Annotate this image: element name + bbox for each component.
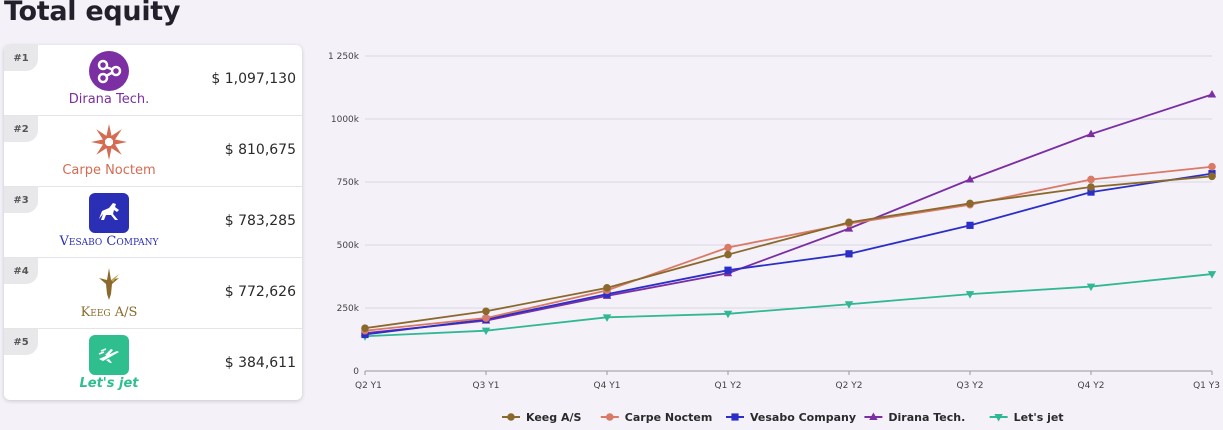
company-logo: Dirana Tech. [34,51,184,113]
data-point [966,199,974,208]
equity-value: $ 384,611 [224,355,296,371]
data-point [1208,172,1216,181]
rank-badge: #1 [4,45,38,71]
ranking-row[interactable]: #3 Vesabo Company $ 783,285 [4,187,302,258]
y-tick-label: 1 250k [328,52,360,62]
sunburst-icon [91,124,127,160]
hummingbird-icon [99,268,119,300]
chart-svg: 0 250k 500k 750k 1000k 1 250k Q2 Y1 Q3 Y1 Q4 Y1 Q… [328,52,1220,424]
x-tick-label: Q1 Y3 [1193,381,1220,391]
data-point [1208,162,1216,171]
rank-badge: #5 [4,329,38,355]
equity-value: $ 783,285 [224,213,296,229]
company-name: Keeg A/S [80,305,138,320]
data-point [481,327,491,336]
data-point [1087,183,1095,191]
legend-label: Keeg A/S [526,411,581,424]
series-line [364,172,1213,336]
data-point [482,307,490,316]
y-tick-label: 0 [353,367,359,377]
series-line [364,93,1213,335]
x-tick-label: Q1 Y2 [715,381,742,391]
equity-value: $ 1,097,130 [211,71,296,87]
data-point [724,250,732,259]
y-tick-label: 750k [337,178,360,188]
data-point [1207,271,1217,279]
data-point [844,301,854,309]
ranking-row[interactable]: #5 Let's jet $ 384,611 [4,329,302,400]
x-tick-label: Q2 Y2 [836,381,863,391]
ranking-row[interactable]: #2 Carpe Noctem $ 810,675 [4,116,302,187]
legend-marker [507,413,515,421]
data-point [724,266,732,274]
jet-icon [89,335,129,375]
x-tick-label: Q4 Y2 [1078,381,1105,391]
series-line [364,165,1213,332]
data-point [1207,90,1217,98]
data-point [603,284,611,292]
data-point [845,218,853,227]
company-logo: Let's jet [34,335,184,397]
legend-label: Vesabo Company [750,411,856,424]
data-point [1087,188,1095,196]
data-point [723,310,733,319]
rank-badge: #2 [4,116,38,142]
x-tick-label: Q3 Y2 [957,381,984,391]
horse-icon [89,193,129,233]
data-point [482,314,490,322]
series-line [364,175,1213,330]
company-logo: Keeg A/S [34,264,184,326]
nodes-icon [89,51,129,91]
ranking-row[interactable]: #4 Keeg A/S $ 772,626 [4,258,302,329]
data-point [844,224,854,232]
company-name: Let's jet [79,376,139,391]
x-tick-label: Q3 Y1 [473,381,500,391]
legend-label: Carpe Noctem [625,411,713,424]
data-point [1086,129,1096,138]
ranking-card: #1 Dirana Tech. $ 1,097,130 #2 [4,45,302,400]
y-tick-label: 250k [337,304,360,314]
company-name: Vesabo Company [59,234,159,249]
legend-marker [869,412,878,420]
data-point [845,250,853,258]
equity-value: $ 810,675 [224,142,296,158]
company-logo: Carpe Noctem [34,122,184,184]
company-name: Carpe Noctem [62,163,156,178]
legend-marker [994,414,1003,422]
x-tick-label: Q4 Y1 [594,381,621,391]
y-tick-label: 500k [337,241,360,251]
equity-line-chart: 0 250k 500k 750k 1000k 1 250k Q2 Y1 Q3 Y1 Q4 Y1 Q… [310,40,1223,430]
legend-label: Let's jet [1014,411,1064,424]
legend-label: Dirana Tech. [888,411,965,424]
rank-badge: #4 [4,258,38,284]
page-title: Total equity [4,0,181,27]
legend-marker [606,413,614,421]
x-tick-label: Q2 Y1 [355,381,382,391]
y-tick-label: 1000k [331,115,360,125]
data-point [361,324,369,332]
company-name: Dirana Tech. [68,92,150,107]
data-point [724,243,732,252]
equity-value: $ 772,626 [224,284,296,300]
data-point [602,314,612,322]
legend-marker [731,413,739,421]
data-point [965,174,975,183]
data-point [1086,283,1096,292]
rank-badge: #3 [4,187,38,213]
ranking-row[interactable]: #1 Dirana Tech. $ 1,097,130 [4,45,302,116]
data-point [1087,175,1095,184]
data-point [965,291,975,299]
data-point [966,221,974,229]
series-line [364,273,1213,338]
company-logo: Vesabo Company [34,193,184,255]
